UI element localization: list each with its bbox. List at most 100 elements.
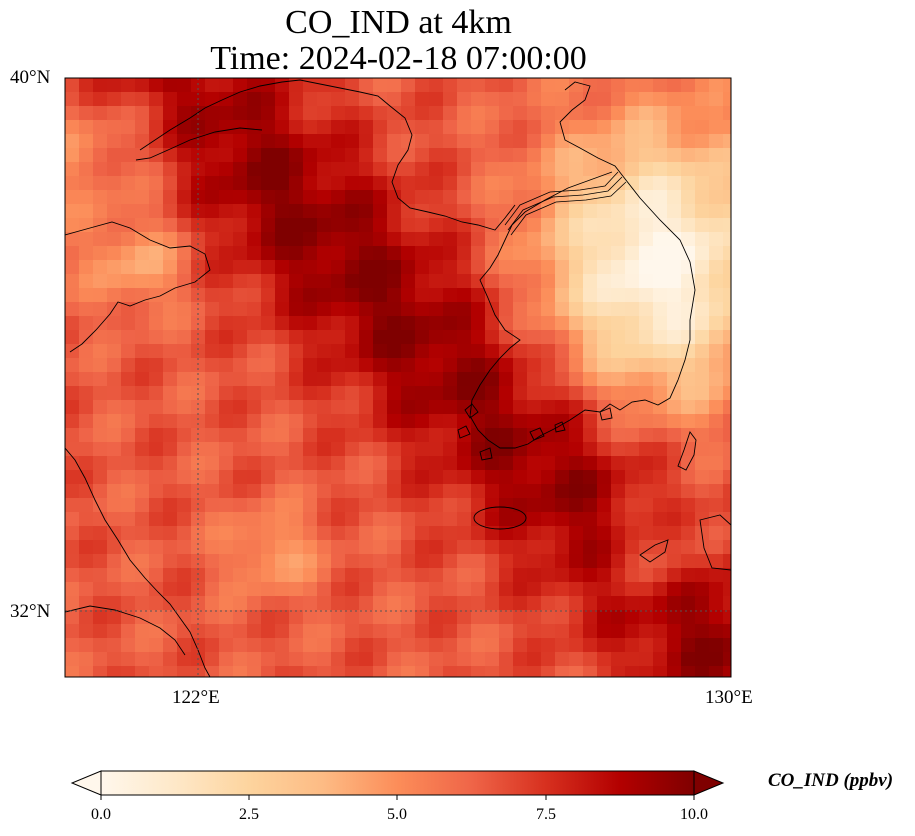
field-cell xyxy=(387,358,402,373)
field-cell xyxy=(583,386,598,401)
field-cell xyxy=(149,512,164,527)
field-cell xyxy=(457,302,472,317)
field-cell xyxy=(219,78,234,93)
field-cell xyxy=(443,470,458,485)
field-cell xyxy=(695,610,710,625)
field-cell xyxy=(303,554,318,569)
field-cell xyxy=(65,456,80,471)
field-cell xyxy=(625,274,640,289)
field-cell xyxy=(359,330,374,345)
field-cell xyxy=(247,372,262,387)
field-cell xyxy=(135,526,150,541)
field-cell xyxy=(303,610,318,625)
field-cell xyxy=(177,610,192,625)
field-cell xyxy=(583,526,598,541)
field-cell xyxy=(555,176,570,191)
field-cell xyxy=(345,526,360,541)
field-cell xyxy=(65,666,80,677)
field-cell xyxy=(233,260,248,275)
field-cell xyxy=(723,386,731,401)
field-cell xyxy=(555,386,570,401)
field-cell xyxy=(149,414,164,429)
field-cell xyxy=(625,120,640,135)
field-cell xyxy=(443,540,458,555)
field-cell xyxy=(401,190,416,205)
field-cell xyxy=(443,414,458,429)
field-cell xyxy=(93,106,108,121)
field-cell xyxy=(261,638,276,653)
field-cell xyxy=(569,372,584,387)
field-cell xyxy=(625,162,640,177)
field-cell xyxy=(695,400,710,415)
colorbar-tick-2-5: 2.5 xyxy=(239,806,259,823)
field-cell xyxy=(443,288,458,303)
field-cell xyxy=(695,624,710,639)
field-cell xyxy=(303,470,318,485)
field-cell xyxy=(457,428,472,443)
field-cell xyxy=(163,106,178,121)
field-cell xyxy=(247,232,262,247)
field-cell xyxy=(639,582,654,597)
field-cell xyxy=(401,414,416,429)
field-cell xyxy=(331,512,346,527)
field-cell xyxy=(639,498,654,513)
field-cell xyxy=(289,148,304,163)
field-cell xyxy=(611,582,626,597)
field-cell xyxy=(569,540,584,555)
field-cell xyxy=(443,386,458,401)
field-cell xyxy=(583,148,598,163)
field-cell xyxy=(149,470,164,485)
field-cell xyxy=(205,274,220,289)
field-cell xyxy=(317,666,332,677)
field-cell xyxy=(149,568,164,583)
field-cell xyxy=(611,204,626,219)
field-cell xyxy=(317,288,332,303)
field-cell xyxy=(471,302,486,317)
field-cell xyxy=(569,190,584,205)
field-cell xyxy=(149,540,164,555)
field-cell xyxy=(457,372,472,387)
field-cell xyxy=(275,568,290,583)
field-cell xyxy=(667,148,682,163)
field-cell xyxy=(359,498,374,513)
field-cell xyxy=(667,456,682,471)
field-cell xyxy=(387,288,402,303)
field-cell xyxy=(471,624,486,639)
field-cell xyxy=(345,428,360,443)
field-cell xyxy=(275,288,290,303)
field-cell xyxy=(415,120,430,135)
field-cell xyxy=(583,400,598,415)
field-cell xyxy=(653,610,668,625)
field-cell xyxy=(709,148,724,163)
field-cell xyxy=(429,120,444,135)
field-cell xyxy=(541,302,556,317)
field-cell xyxy=(121,232,136,247)
field-cell xyxy=(555,484,570,499)
field-cell xyxy=(485,134,500,149)
field-cell xyxy=(219,526,234,541)
field-cell xyxy=(709,540,724,555)
field-cell xyxy=(79,162,94,177)
field-cell xyxy=(415,386,430,401)
field-cell xyxy=(359,470,374,485)
field-cell xyxy=(233,666,248,677)
field-cell xyxy=(485,372,500,387)
field-cell xyxy=(79,92,94,107)
field-cell xyxy=(499,414,514,429)
field-cell xyxy=(401,260,416,275)
field-cell xyxy=(401,596,416,611)
field-cell xyxy=(723,526,731,541)
field-cell xyxy=(121,316,136,331)
field-cell xyxy=(289,162,304,177)
field-cell xyxy=(303,638,318,653)
field-cell xyxy=(107,610,122,625)
field-cell xyxy=(387,120,402,135)
field-cell xyxy=(639,274,654,289)
field-cell xyxy=(135,162,150,177)
field-cell xyxy=(499,610,514,625)
field-cell xyxy=(177,512,192,527)
field-cell xyxy=(289,134,304,149)
field-cell xyxy=(107,428,122,443)
field-cell xyxy=(723,512,731,527)
field-cell xyxy=(471,358,486,373)
